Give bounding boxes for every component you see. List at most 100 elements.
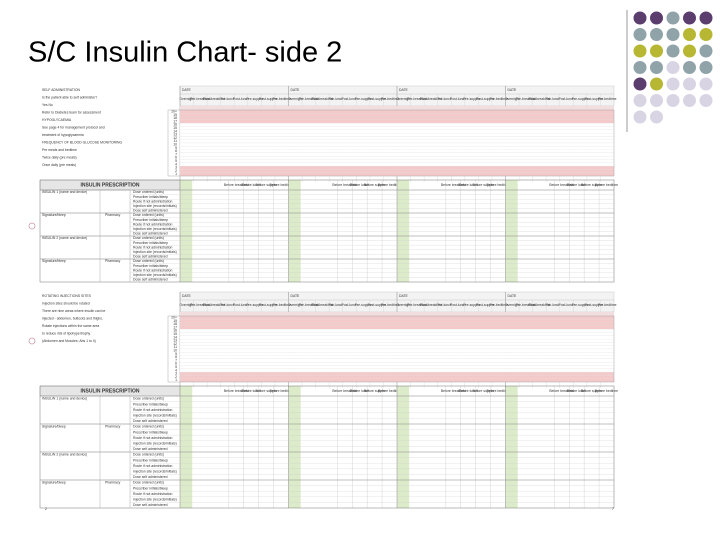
scale-row	[179, 146, 615, 150]
scale-label: 18	[173, 116, 177, 120]
time-label: Pre-breakfast	[190, 97, 210, 101]
dose-time: Before supper	[364, 183, 386, 187]
dose-time: Before supper	[472, 183, 494, 187]
row-label: Prescriber initials/bleep	[133, 264, 168, 268]
page-number: 2	[45, 507, 47, 511]
dose-time: Before bedtime	[487, 183, 510, 187]
note: HYPOGLYCAEMIA	[42, 118, 72, 122]
time-label: Pre-bedtime	[598, 303, 617, 307]
scale-row	[179, 335, 615, 340]
page-number: 7	[612, 507, 614, 511]
scale-row	[179, 149, 615, 154]
dot	[683, 44, 696, 58]
scale-row	[179, 342, 615, 346]
time-label: Pre-bedtime	[272, 97, 291, 101]
scale-row	[179, 109, 615, 114]
note: Twice daily (pre meals)	[42, 155, 77, 159]
row-label: Dose ordered (units)	[133, 481, 164, 485]
time-label: Pre-supper	[463, 303, 481, 307]
dose-time: Before breakfast	[332, 389, 357, 393]
scale-label: 9	[175, 146, 177, 150]
time-label: Overnight	[288, 97, 303, 101]
row-label: Dose ordered (units)	[133, 453, 164, 457]
note: Yes No	[42, 103, 53, 107]
row-label: Route if not administration	[133, 436, 173, 440]
row-label: Injection site (records/initials)	[133, 204, 177, 208]
time-label: Pre-bedtime	[489, 97, 508, 101]
row-label: Dose ordered (units)	[133, 190, 164, 194]
prescription-title: INSULIN PRESCRIPTION	[81, 182, 140, 188]
dot	[699, 61, 713, 74]
dot	[650, 94, 663, 107]
row-label: Dose ordered (units)	[133, 236, 164, 240]
dot	[666, 94, 680, 107]
scale-label: 5	[175, 365, 177, 369]
dose-time: Before lunch	[459, 183, 478, 187]
scale-frame	[167, 315, 615, 383]
dot	[650, 28, 663, 41]
scale-label: 19	[173, 319, 177, 323]
time-label: Post-supper	[585, 97, 604, 101]
note: Injection sites should be rotated	[42, 301, 90, 305]
prescription-label: Signature/bleep	[42, 213, 66, 217]
row-label: Dose ordered (units)	[133, 213, 164, 217]
scale-row	[179, 319, 615, 323]
pharmacy-label: Pharmacy	[105, 425, 121, 429]
row-label: Injection site (records/initials)	[133, 497, 177, 501]
scale-row	[179, 315, 615, 320]
time-label: Pre-lunch	[437, 97, 452, 101]
time-label: Post-lunch	[559, 97, 575, 101]
dose-time: Before breakfast	[224, 183, 249, 187]
note: FREQUENCY OF BLOOD GLUCOSE MONITORING	[42, 140, 122, 144]
scale-label: 17	[173, 119, 177, 123]
time-label: Pre-supper	[246, 303, 264, 307]
dot	[650, 61, 663, 74]
scale-label: 13	[173, 133, 177, 137]
row-label: Injection site (records/initials)	[133, 227, 177, 231]
scale-label: 12	[173, 342, 177, 346]
dose-time: Before bedtime	[595, 183, 618, 187]
dose-time: Before lunch	[459, 389, 478, 393]
time-label: Post-breakfast	[420, 303, 442, 307]
note: Is the patient able to self administer?	[42, 95, 97, 99]
scale-row	[179, 322, 615, 327]
time-label: Overnight	[505, 303, 520, 307]
row-label: Route if not administration	[133, 464, 173, 468]
time-label: Pre-lunch	[329, 303, 344, 307]
row-label: Injection site (records/initials)	[133, 469, 177, 473]
initials-row	[180, 312, 614, 316]
time-label: Post-supper	[585, 303, 604, 307]
scale-label: 17	[173, 325, 177, 329]
time-label: Pre-breakfast	[407, 303, 427, 307]
scale-label: 6	[175, 362, 177, 366]
date-label: DATE	[291, 294, 301, 298]
scale-label: 4	[175, 368, 177, 372]
time-label: Post-lunch	[342, 303, 358, 307]
dot	[633, 44, 647, 58]
pharmacy-label: Pharmacy	[105, 259, 121, 263]
time-label: Pre-bedtime	[272, 303, 291, 307]
scale-row	[179, 123, 615, 127]
row-label: Dose ordered (units)	[133, 259, 164, 263]
dose-time: Before supper	[255, 389, 277, 393]
prescription-label: Signature/bleep	[42, 259, 66, 263]
row-label: Prescriber initials/bleep	[133, 486, 168, 490]
scale-row	[179, 139, 615, 144]
scale-row	[179, 332, 615, 336]
time-label: Post-lunch	[559, 303, 575, 307]
scale-label: 5	[175, 159, 177, 163]
dot	[683, 77, 696, 91]
dot	[683, 28, 696, 41]
green-column	[397, 180, 410, 282]
scale-label: 13	[173, 339, 177, 343]
dose-time: Before supper	[581, 183, 603, 187]
scale-row	[179, 348, 615, 353]
time-label: Overnight	[396, 97, 411, 101]
form-section: ROTATING INJECTIONS SITES Injection sites…	[39, 291, 618, 509]
prescription-label: Signature/bleep	[42, 425, 66, 429]
dose-time: Before breakfast	[441, 389, 466, 393]
row-label: Route if not administration	[133, 222, 173, 226]
scale-row	[179, 166, 615, 170]
note: to reduce risk of lipohypertrophy.	[42, 331, 91, 335]
time-label: Overnight	[288, 303, 303, 307]
